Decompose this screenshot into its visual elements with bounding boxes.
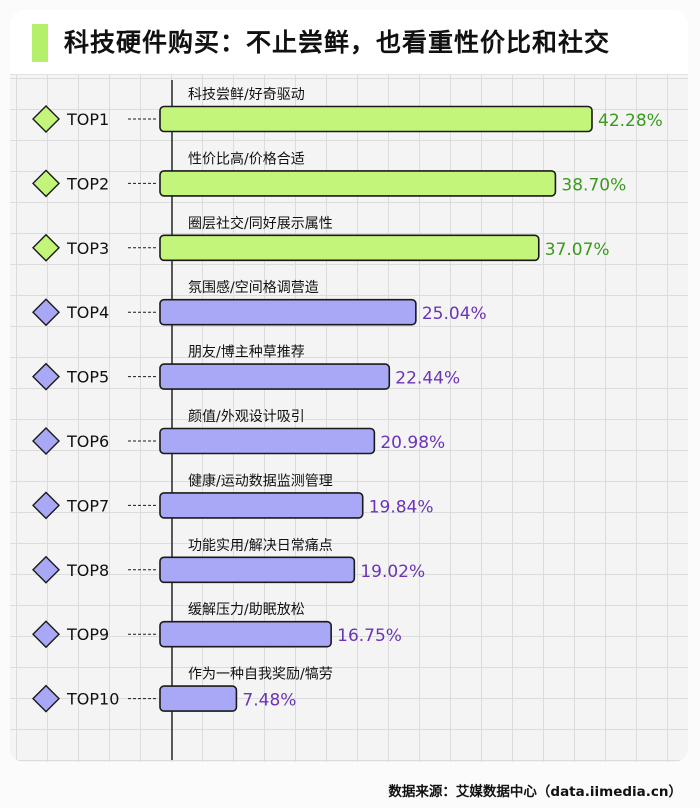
title-bar: 科技硬件购买：不止尝鲜，也看重性价比和社交 (10, 10, 688, 75)
value-label: 19.84% (369, 497, 434, 517)
rank-label: TOP8 (66, 561, 109, 580)
reason-label: 缓解压力/助眠放松 (188, 602, 305, 618)
rank-diamond-icon (32, 684, 60, 713)
reason-label: 朋友/博主种草推荐 (188, 344, 305, 361)
value-label: 16.75% (337, 626, 402, 646)
rank-label: TOP5 (66, 368, 109, 387)
rank-label: TOP1 (66, 110, 109, 129)
value-label: 38.70% (561, 175, 626, 195)
source-note: 数据来源：艾媒数据中心（data.iimedia.cn） (388, 784, 682, 800)
value-label: 37.07% (545, 240, 610, 260)
bar (159, 492, 364, 519)
bar (159, 427, 376, 455)
rank-diamond-icon (32, 427, 60, 455)
bar (159, 298, 417, 326)
bar (159, 105, 593, 133)
rank-label: TOP6 (66, 432, 109, 451)
bar (159, 620, 332, 648)
bar (159, 363, 391, 390)
reason-label: 科技尝鲜/好奇驱动 (188, 86, 305, 103)
title-accent-bar (32, 24, 48, 62)
rank-diamond-icon (32, 491, 60, 520)
value-label: 19.02% (360, 562, 425, 582)
reason-label: 作为一种自我奖励/犒劳 (188, 666, 333, 683)
reason-label: 圈层社交/同好展示属性 (188, 215, 333, 232)
rank-label: TOP9 (66, 625, 109, 644)
rank-label: TOP7 (66, 496, 109, 515)
rank-diamond-icon (32, 233, 60, 262)
rank-diamond-icon (32, 169, 60, 198)
rank-diamond-icon (32, 555, 60, 584)
bar (159, 234, 540, 262)
rank-diamond-icon (32, 298, 60, 327)
bar (159, 556, 356, 584)
rank-diamond-icon (32, 620, 60, 649)
reason-label: 氛围感/空间格调营造 (188, 279, 319, 296)
rank-label: TOP10 (66, 690, 119, 709)
reason-label: 功能实用/解决日常痛点 (188, 537, 333, 554)
reason-label: 性价比高/价格合适 (188, 150, 305, 167)
rank-diamond-icon (32, 362, 60, 391)
bar (159, 170, 557, 197)
rank-diamond-icon (32, 105, 60, 133)
bar (159, 685, 238, 712)
value-label: 7.48% (242, 691, 296, 711)
rank-label: TOP3 (66, 239, 109, 258)
value-label: 20.98% (380, 433, 445, 453)
reason-label: 颜值/外观设计吸引 (188, 409, 305, 425)
value-label: 22.44% (395, 369, 460, 389)
chart-title: 科技硬件购买：不止尝鲜，也看重性价比和社交 (64, 28, 611, 57)
rank-label: TOP2 (66, 174, 109, 193)
value-label: 25.04% (422, 304, 487, 324)
rank-label: TOP4 (66, 303, 109, 322)
reason-label: 健康/运动数据监测管理 (188, 472, 333, 489)
value-label: 42.28% (598, 111, 663, 131)
